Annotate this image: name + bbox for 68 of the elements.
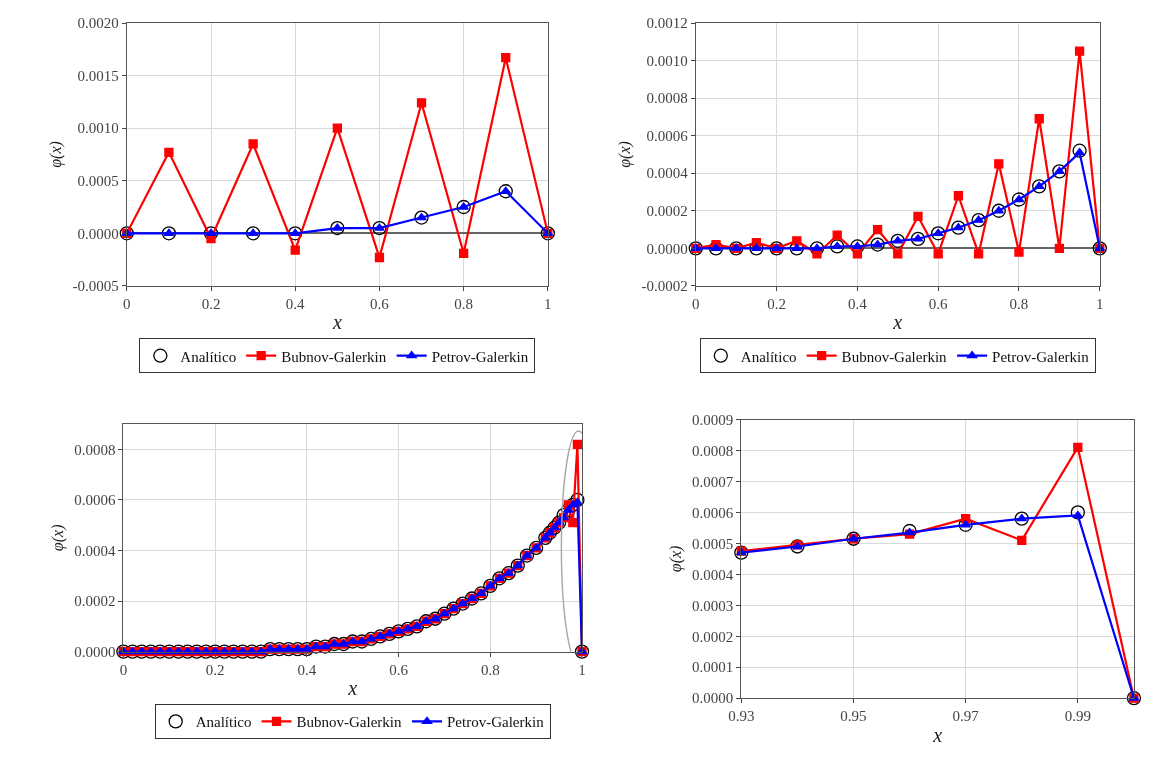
y-tick-label: 0.0009 bbox=[692, 411, 734, 428]
x-axis-title: x bbox=[331, 311, 342, 334]
y-axis-title: φ(x) bbox=[666, 545, 685, 573]
x-tick-label: 0.8 bbox=[1009, 295, 1029, 312]
y-tick-label: 0.0008 bbox=[74, 441, 116, 458]
x-tick-label: 0 bbox=[692, 295, 700, 312]
legend-label: Bubnov-Galerkin bbox=[281, 348, 387, 365]
y-tick-label: 0.0007 bbox=[692, 473, 734, 490]
y-tick-label: -0.0002 bbox=[641, 278, 688, 295]
y-tick-label: 0.0010 bbox=[77, 120, 119, 137]
x-tick-label: 0.4 bbox=[285, 295, 306, 312]
x-tick-label: 0.95 bbox=[840, 708, 867, 725]
y-tick-label: 0.0004 bbox=[646, 165, 689, 182]
y-tick-label: 0.0010 bbox=[646, 52, 688, 69]
x-tick-label: 0.6 bbox=[370, 295, 390, 312]
y-tick-label: 0.0002 bbox=[646, 203, 688, 220]
x-tick-label: 0.2 bbox=[201, 295, 221, 312]
x-tick-label: 0.4 bbox=[848, 295, 868, 312]
legend-label: Analítico bbox=[740, 348, 797, 365]
y-tick-label: 0.0004 bbox=[692, 566, 734, 583]
legend-label: Bubnov-Galerkin bbox=[841, 348, 948, 365]
y-axis-title: φ(x) bbox=[49, 524, 68, 552]
x-tick-label: 0.99 bbox=[1064, 708, 1091, 725]
x-tick-label: 1 bbox=[544, 295, 552, 312]
y-tick-label: 0.0004 bbox=[74, 542, 116, 559]
y-axis-title: φ(x) bbox=[47, 141, 66, 168]
y-tick-label: -0.0005 bbox=[72, 278, 119, 295]
legend-label: Bubnov-Galerkin bbox=[296, 714, 402, 731]
y-tick-label: 0.0015 bbox=[77, 67, 119, 84]
x-tick-label: 0.2 bbox=[767, 295, 786, 312]
x-tick-label: 1 bbox=[578, 661, 586, 678]
y-tick-label: 0.0003 bbox=[692, 597, 734, 614]
x-tick-label: 0.2 bbox=[205, 661, 225, 678]
y-tick-label: 0.0000 bbox=[77, 225, 119, 242]
y-tick-label: 0.0000 bbox=[646, 240, 688, 257]
y-tick-label: 0.0020 bbox=[77, 15, 119, 32]
x-tick-label: 0.6 bbox=[928, 295, 949, 312]
x-tick-label: 0 bbox=[123, 295, 131, 312]
x-tick-label: 0.8 bbox=[454, 295, 474, 312]
legend-label: Petrov-Galerkin bbox=[992, 348, 1090, 365]
y-tick-label: 0.0006 bbox=[646, 127, 689, 144]
y-tick-label: 0.0006 bbox=[74, 492, 116, 509]
y-tick-label: 0.0002 bbox=[692, 628, 734, 645]
y-tick-label: 0.0000 bbox=[692, 690, 734, 707]
y-tick-label: 0.0008 bbox=[646, 90, 688, 107]
x-tick-label: 0 bbox=[119, 661, 128, 678]
y-tick-label: 0.0000 bbox=[74, 643, 116, 660]
x-tick-label: 0.8 bbox=[480, 661, 500, 678]
legend-label: Petrov-Galerkin bbox=[431, 348, 529, 365]
y-tick-label: 0.0008 bbox=[692, 442, 734, 459]
x-axis-title: x bbox=[892, 311, 903, 334]
y-tick-label: 0.0005 bbox=[692, 535, 734, 552]
x-tick-label: 0.93 bbox=[728, 708, 755, 725]
y-tick-label: 0.0005 bbox=[77, 172, 119, 189]
x-axis-title: x bbox=[932, 723, 943, 746]
y-axis-title: φ(x) bbox=[616, 141, 635, 168]
y-tick-label: 0.0001 bbox=[692, 659, 734, 676]
x-tick-label: 1 bbox=[1096, 295, 1104, 312]
y-tick-label: 0.0006 bbox=[692, 504, 734, 521]
legend-label: Petrov-Galerkin bbox=[447, 714, 545, 731]
y-tick-label: 0.0012 bbox=[646, 15, 688, 32]
x-tick-label: 0.4 bbox=[297, 661, 317, 678]
x-tick-label: 0.6 bbox=[389, 661, 409, 678]
x-tick-label: 0.97 bbox=[952, 708, 980, 725]
x-axis-title: x bbox=[347, 677, 358, 700]
y-tick-label: 0.0002 bbox=[74, 593, 116, 610]
legend-label: Analítico bbox=[180, 348, 237, 365]
legend-label: Analítico bbox=[195, 714, 252, 731]
